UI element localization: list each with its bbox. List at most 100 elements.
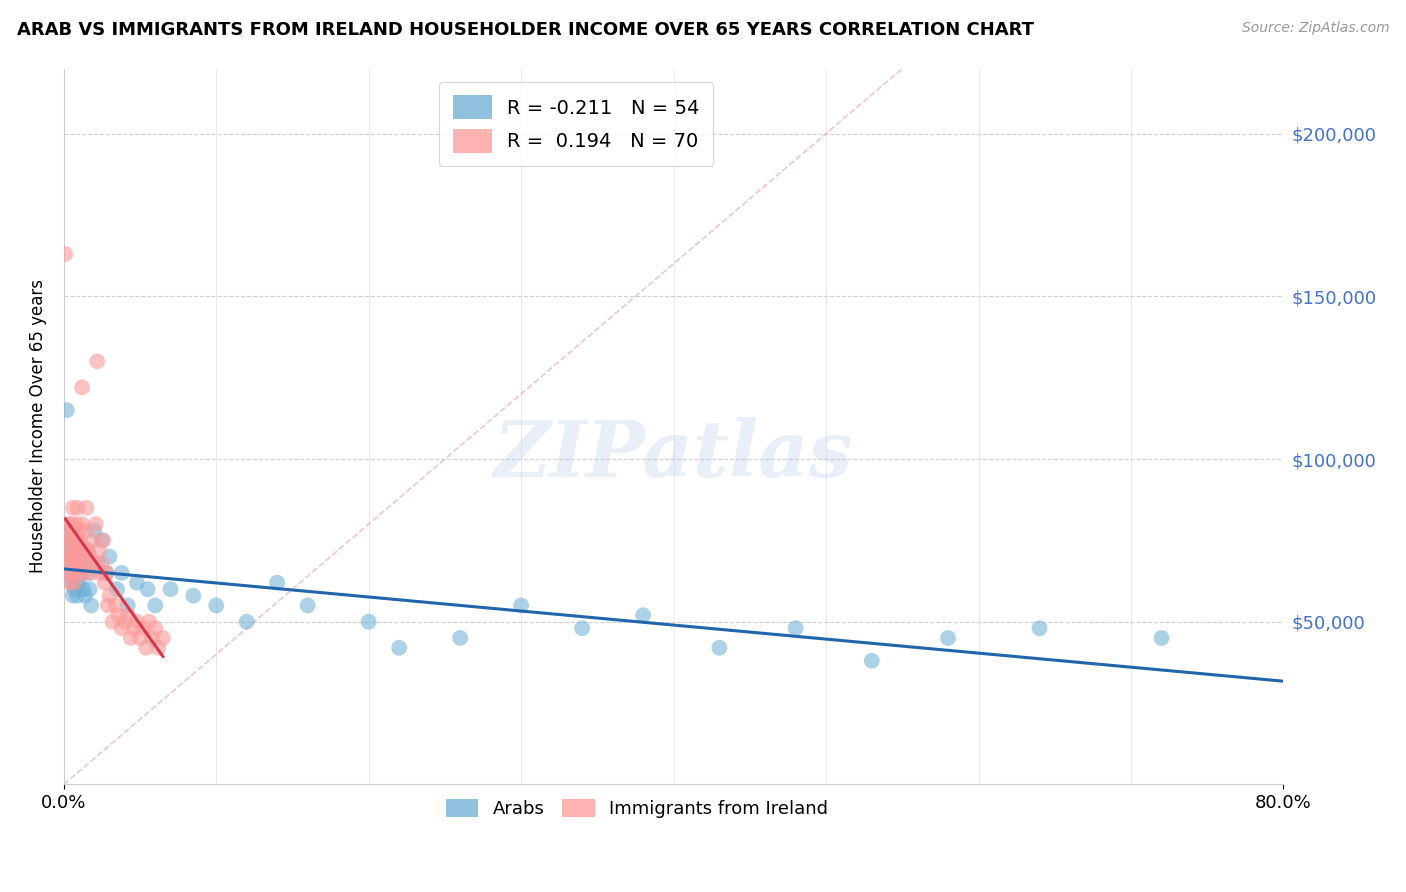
Point [148,640,170,655]
Point [449,631,471,645]
Point [80,599,103,613]
Point [55,403,77,417]
Point [936,631,959,645]
Point [59,524,82,538]
Point [98,549,121,564]
Point [104,599,127,613]
Point [125,615,148,629]
Point [63,540,86,554]
Point [90,533,112,548]
Point [125,575,148,590]
Point [90,556,112,570]
Point [205,599,228,613]
Point [69,566,91,580]
Point [105,582,128,597]
Point [62,500,84,515]
Point [60,533,83,548]
Point [58,517,80,532]
Point [62,549,84,564]
Point [87,543,110,558]
Point [84,517,107,532]
Point [70,517,93,532]
Point [76,500,98,515]
Point [96,566,118,580]
Point [75,589,97,603]
Point [138,615,160,629]
Point [631,608,654,623]
Point [63,556,86,570]
Y-axis label: Householder Income Over 65 years: Householder Income Over 65 years [30,279,46,574]
Legend: Arabs, Immigrants from Ireland: Arabs, Immigrants from Ireland [439,792,835,825]
Point [83,556,105,570]
Point [94,575,117,590]
Point [65,566,87,580]
Point [101,615,124,629]
Point [80,566,103,580]
Point [357,615,380,629]
Point [63,533,86,548]
Point [159,582,181,597]
Point [297,599,319,613]
Point [60,575,83,590]
Point [69,556,91,570]
Point [62,589,84,603]
Text: ARAB VS IMMIGRANTS FROM IRELAND HOUSEHOLDER INCOME OVER 65 YEARS CORRELATION CHA: ARAB VS IMMIGRANTS FROM IRELAND HOUSEHOL… [17,21,1033,39]
Point [66,589,89,603]
Point [571,621,593,635]
Point [235,615,257,629]
Point [60,517,83,532]
Point [114,615,136,629]
Point [67,524,90,538]
Point [76,543,98,558]
Point [98,589,121,603]
Point [122,621,145,635]
Point [60,556,83,570]
Point [63,549,86,564]
Point [75,556,97,570]
Point [77,543,100,558]
Point [65,543,87,558]
Point [117,599,139,613]
Point [65,556,87,570]
Point [709,640,731,655]
Text: Source: ZipAtlas.com: Source: ZipAtlas.com [1241,21,1389,36]
Point [111,566,134,580]
Text: ZIPatlas: ZIPatlas [494,417,853,493]
Point [58,566,80,580]
Point [62,524,84,538]
Point [55,533,77,548]
Point [62,543,84,558]
Point [65,575,87,590]
Point [183,589,205,603]
Point [59,575,82,590]
Point [82,533,104,548]
Point [59,566,82,580]
Point [63,575,86,590]
Point [66,533,89,548]
Point [388,640,411,655]
Point [69,533,91,548]
Point [266,575,288,590]
Point [510,599,533,613]
Point [63,582,86,597]
Point [58,543,80,558]
Point [79,582,101,597]
Point [55,556,77,570]
Point [135,640,157,655]
Point [58,543,80,558]
Point [75,524,97,538]
Point [65,517,87,532]
Point [72,566,94,580]
Point [66,500,89,515]
Point [136,582,159,597]
Point [143,621,166,635]
Point [66,549,89,564]
Point [107,608,129,623]
Point [96,566,118,580]
Point [62,566,84,580]
Point [785,621,807,635]
Point [86,354,108,368]
Point [152,631,174,645]
Point [72,543,94,558]
Point [72,582,94,597]
